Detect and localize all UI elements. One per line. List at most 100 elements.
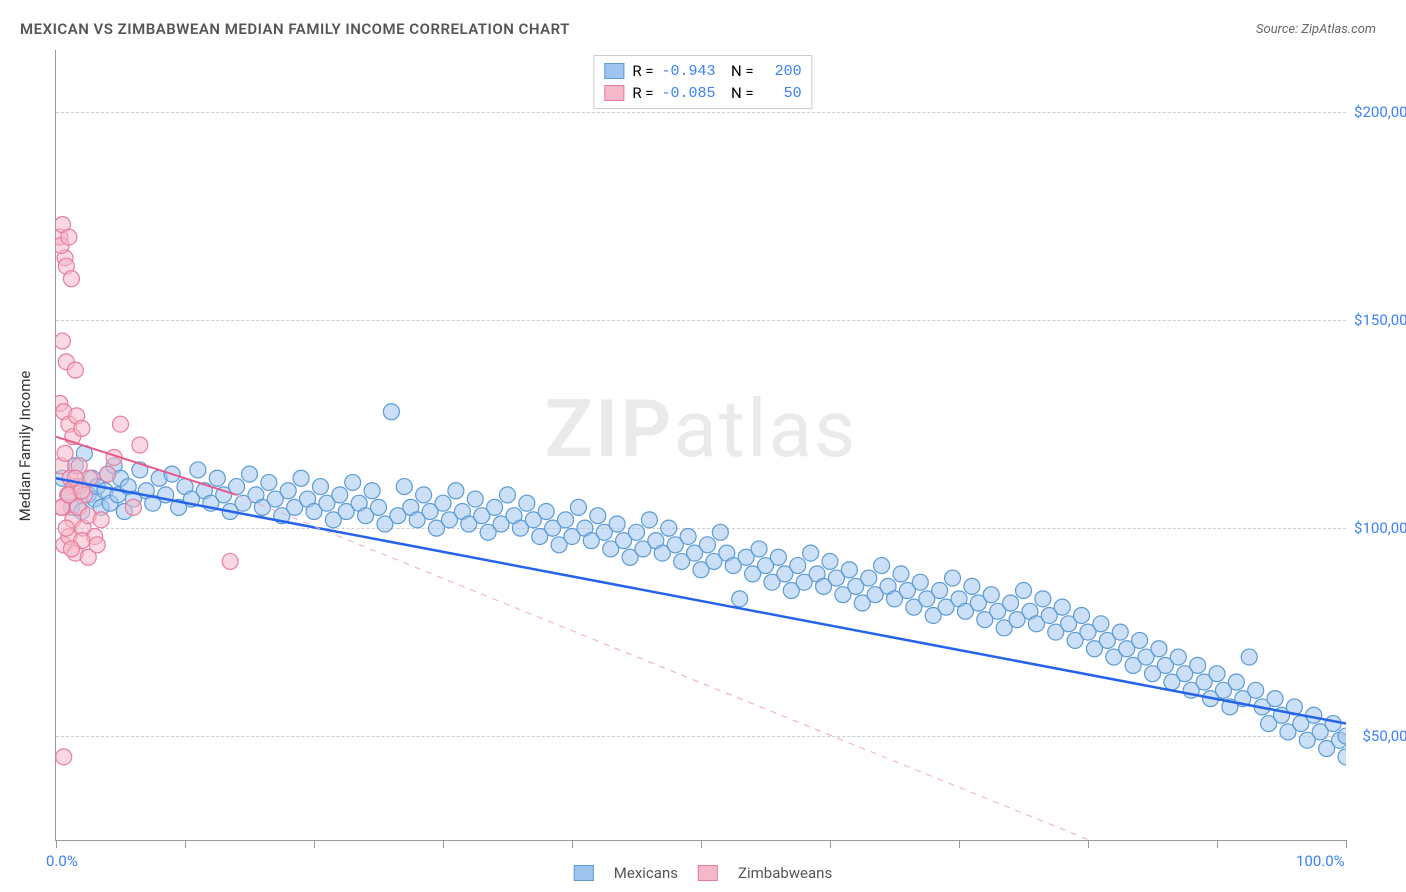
data-point (712, 524, 728, 540)
x-tick (1088, 840, 1089, 848)
data-point (932, 583, 948, 599)
data-point (63, 541, 79, 557)
data-point (538, 504, 554, 520)
scatter-svg (56, 50, 1346, 840)
data-point (1209, 666, 1225, 682)
data-point (590, 508, 606, 524)
data-point (822, 553, 838, 569)
data-point (190, 462, 206, 478)
y-tick-label: $100,000 (1336, 519, 1406, 537)
legend-r-value: -0.943 (662, 63, 716, 80)
data-point (1093, 616, 1109, 632)
data-point (1325, 716, 1341, 732)
legend-r-label: R = (632, 84, 653, 102)
legend-n-label: N = (724, 62, 754, 80)
data-point (242, 466, 258, 482)
data-point (680, 528, 696, 544)
data-point (751, 541, 767, 557)
data-point (609, 516, 625, 532)
data-point (293, 470, 309, 486)
data-point (383, 404, 399, 420)
source-attribution: Source: ZipAtlas.com (1256, 22, 1376, 37)
data-point (983, 587, 999, 603)
data-point (113, 416, 129, 432)
legend-swatch (604, 63, 624, 79)
legend-swatch (698, 865, 718, 881)
legend-r-value: -0.085 (662, 85, 716, 102)
legend-n-value: 50 (762, 85, 802, 102)
data-point (912, 574, 928, 590)
data-point (790, 558, 806, 574)
data-point (1228, 674, 1244, 690)
data-point (770, 549, 786, 565)
data-point (364, 483, 380, 499)
data-point (371, 499, 387, 515)
data-point (1054, 599, 1070, 615)
data-point (132, 437, 148, 453)
data-point (56, 333, 70, 349)
data-point (487, 499, 503, 515)
x-tick-label: 0.0% (46, 852, 78, 870)
data-point (89, 537, 105, 553)
x-tick (56, 840, 57, 848)
series-legend: Mexicans Zimbabweans (574, 864, 832, 882)
x-tick (701, 840, 702, 848)
legend-series-label: Zimbabweans (738, 864, 832, 882)
x-tick (572, 840, 573, 848)
legend-swatch (604, 85, 624, 101)
legend-series-label: Mexicans (614, 864, 678, 882)
data-point (332, 487, 348, 503)
x-tick (959, 840, 960, 848)
data-point (1248, 682, 1264, 698)
x-tick (443, 840, 444, 848)
x-tick (185, 840, 186, 848)
y-axis-label: Median Family Income (16, 371, 34, 522)
data-point (345, 474, 361, 490)
data-point (1035, 591, 1051, 607)
trend-line (56, 478, 1346, 723)
data-point (699, 537, 715, 553)
data-point (448, 483, 464, 499)
data-point (964, 578, 980, 594)
data-point (1338, 749, 1346, 765)
data-point (558, 512, 574, 528)
data-point (312, 479, 328, 495)
data-point (661, 520, 677, 536)
data-point (1112, 624, 1128, 640)
y-tick-label: $50,000 (1336, 727, 1406, 745)
data-point (1267, 691, 1283, 707)
legend-n-value: 200 (762, 63, 802, 80)
data-point (57, 445, 73, 461)
data-point (874, 558, 890, 574)
data-point (74, 420, 90, 436)
data-point (396, 479, 412, 495)
data-point (641, 512, 657, 528)
data-point (1132, 632, 1148, 648)
data-point (280, 483, 296, 499)
data-point (1190, 657, 1206, 673)
correlation-legend: R = -0.943 N = 200R = -0.085 N = 50 (593, 55, 812, 109)
data-point (222, 553, 238, 569)
data-point (435, 495, 451, 511)
data-point (1074, 607, 1090, 623)
data-point (93, 512, 109, 528)
data-point (519, 495, 535, 511)
data-point (500, 487, 516, 503)
data-point (945, 570, 961, 586)
data-point (1003, 595, 1019, 611)
y-tick-label: $200,000 (1336, 103, 1406, 121)
data-point (1016, 583, 1032, 599)
data-point (1241, 649, 1257, 665)
data-point (67, 362, 83, 378)
x-tick (314, 840, 315, 848)
data-point (58, 520, 74, 536)
x-tick (1217, 840, 1218, 848)
data-point (209, 470, 225, 486)
chart-title: MEXICAN VS ZIMBABWEAN MEDIAN FAMILY INCO… (20, 20, 570, 38)
data-point (100, 466, 116, 482)
data-point (1170, 649, 1186, 665)
data-point (261, 474, 277, 490)
data-point (125, 499, 141, 515)
data-point (61, 229, 77, 245)
y-tick-label: $150,000 (1336, 311, 1406, 329)
